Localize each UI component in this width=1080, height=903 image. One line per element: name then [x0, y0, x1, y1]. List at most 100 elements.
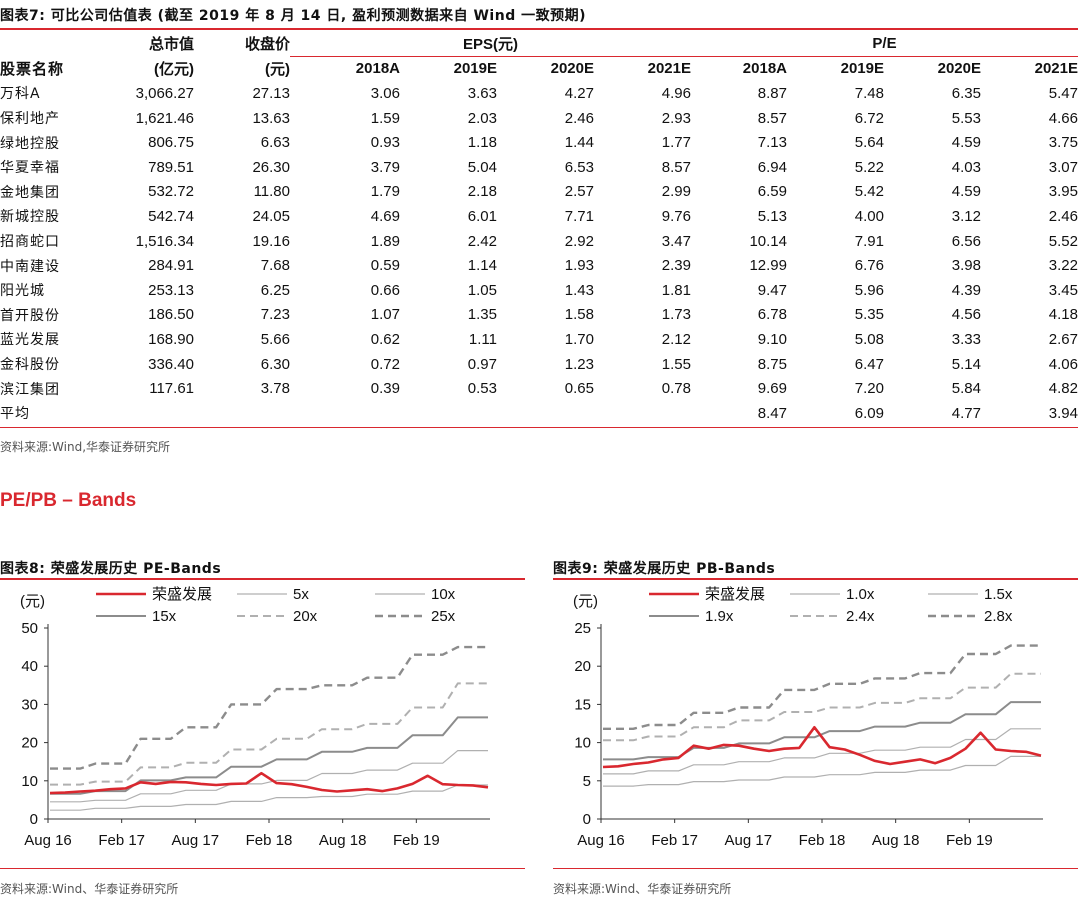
pe-cell: 5.22 [854, 158, 884, 176]
header-close-unit: (元) [265, 61, 290, 79]
eps-cell [290, 401, 400, 426]
table-row: 金科股份 336.40 6.30 0.72 0.97 1.23 1.55 8.75 6.47 5.… [0, 352, 1078, 377]
pe-cell: 4.59 [951, 183, 981, 201]
pe-cell: 10.14 [749, 232, 787, 250]
mktcap-cell: 3,066.27 [135, 84, 194, 102]
close-cell: 7.23 [260, 306, 290, 324]
eps-cell [594, 401, 691, 426]
y-tick-label: 5 [583, 773, 591, 790]
close-cell: 5.66 [260, 330, 290, 348]
stock-name-cell: 首开股份 [0, 307, 60, 324]
legend-label: 1.0x [846, 586, 875, 603]
table-row: 蓝光发展 168.90 5.66 0.62 1.11 1.70 2.12 9.10 5.08 3.… [0, 327, 1078, 352]
header-eps: EPS(元) [290, 31, 691, 57]
eps-cell: 1.93 [564, 257, 594, 275]
stock-name-cell: 蓝光发展 [0, 332, 60, 349]
pe-cell: 7.20 [854, 380, 884, 398]
pe-cell: 5.96 [854, 281, 884, 299]
y-tick-label: 20 [21, 735, 38, 752]
eps-cell: 1.73 [661, 306, 691, 324]
x-tick-label: Aug 16 [577, 832, 625, 849]
eps-cell: 1.77 [661, 134, 691, 152]
y-tick-label: 25 [574, 620, 591, 637]
legend-label: 2.8x [984, 608, 1013, 625]
close-cell: 13.63 [252, 109, 290, 127]
pe-cell: 7.48 [854, 84, 884, 102]
mktcap-cell: 1,621.46 [135, 109, 194, 127]
pe-cell: 4.00 [854, 207, 884, 225]
header-pe-2019: 2019E [840, 60, 884, 78]
eps-cell: 4.27 [564, 84, 594, 102]
header-mktcap-unit: (亿元) [154, 61, 194, 79]
table-row: 滨江集团 117.61 3.78 0.39 0.53 0.65 0.78 9.69 7.20 5.… [0, 376, 1078, 401]
legend-label: 1.5x [984, 586, 1013, 603]
pe-cell: 7.13 [757, 134, 787, 152]
series-line-band [603, 755, 1041, 787]
eps-cell: 1.14 [467, 257, 497, 275]
pe-cell: 6.09 [854, 404, 884, 422]
x-tick-label: Feb 18 [246, 832, 293, 849]
eps-cell: 2.42 [467, 232, 497, 250]
x-tick-label: Feb 17 [98, 832, 145, 849]
eps-cell: 2.99 [661, 183, 691, 201]
close-cell: 19.16 [252, 232, 290, 250]
series-line-price [49, 771, 489, 795]
stock-name-cell: 招商蛇口 [0, 234, 60, 251]
table-top-rule [0, 28, 1078, 30]
series-line-band [603, 644, 1041, 730]
pe-bands-chart: 荣盛发展 5x 10x 15x 20x 25x (元) 0 10 20 30 40 50 Aug 16 Fe… [20, 586, 490, 849]
chart8-title: 图表8: 荣盛发展历史 PE-Bands [0, 561, 222, 577]
eps-cell: 4.96 [661, 84, 691, 102]
pe-cell: 3.12 [951, 207, 981, 225]
stock-name-cell: 阳光城 [0, 283, 45, 300]
y-axis-label: (元) [20, 593, 45, 610]
header-row-1: 总市值 收盘价 EPS(元) P/E [0, 31, 1078, 57]
close-cell: 6.25 [260, 281, 290, 299]
pe-cell: 6.59 [757, 183, 787, 201]
header-eps-2018: 2018A [355, 60, 400, 78]
eps-cell: 2.46 [564, 109, 594, 127]
pe-cell: 6.72 [854, 109, 884, 127]
series-line-band [50, 682, 488, 786]
close-cell: 24.05 [252, 207, 290, 225]
legend-label: 10x [431, 586, 456, 603]
stock-name-cell: 滨江集团 [0, 381, 60, 398]
pe-cell: 4.66 [1048, 109, 1078, 127]
legend-label: 5x [293, 586, 309, 603]
eps-cell: 1.07 [370, 306, 400, 324]
chart8-bottom-rule [0, 868, 525, 869]
y-tick-label: 0 [30, 811, 38, 828]
table-row: 平均 8.47 6.09 4.77 3.94 [0, 401, 1078, 426]
eps-cell: 2.92 [564, 232, 594, 250]
table-row: 万科A 3,066.27 27.13 3.06 3.63 4.27 4.96 8.87 7.48… [0, 81, 1078, 106]
x-tick-label: Feb 18 [799, 832, 846, 849]
x-tick-label: Aug 18 [319, 832, 367, 849]
mktcap-cell: 186.50 [148, 306, 194, 324]
pe-cell: 5.42 [854, 183, 884, 201]
header-pe: P/E [691, 31, 1078, 57]
pe-cell: 5.84 [951, 380, 981, 398]
y-tick-label: 40 [21, 658, 38, 675]
header-pe-2020: 2020E [937, 60, 981, 78]
pe-cell: 6.35 [951, 84, 981, 102]
y-tick-label: 50 [21, 620, 38, 637]
close-cell: 6.30 [260, 355, 290, 373]
table-row: 新城控股 542.74 24.05 4.69 6.01 7.71 9.76 5.13 4.00 3… [0, 204, 1078, 229]
legend-label: 荣盛发展 [152, 586, 212, 603]
eps-cell: 0.53 [467, 380, 497, 398]
table-row: 保利地产 1,621.46 13.63 1.59 2.03 2.46 2.93 8.57 6.7… [0, 106, 1078, 131]
mktcap-cell: 789.51 [148, 158, 194, 176]
eps-cell: 2.93 [661, 109, 691, 127]
table-body: 万科A 3,066.27 27.13 3.06 3.63 4.27 4.96 8.87 7.48… [0, 81, 1078, 425]
chart9-bottom-rule [553, 868, 1078, 869]
table-row: 首开股份 186.50 7.23 1.07 1.35 1.58 1.73 6.78 5.35 4.… [0, 303, 1078, 328]
header-name: 股票名称 [0, 60, 65, 79]
close-cell: 6.63 [260, 134, 290, 152]
valuation-table: 总市值 收盘价 EPS(元) P/E 股票名称 (亿元) (元) 2018A 2… [0, 31, 1078, 426]
legend-label: 25x [431, 608, 456, 625]
eps-cell: 1.35 [467, 306, 497, 324]
pe-cell: 4.77 [951, 404, 981, 422]
pe-cell: 5.52 [1048, 232, 1078, 250]
pe-cell: 9.10 [757, 330, 787, 348]
pe-cell: 9.69 [757, 380, 787, 398]
